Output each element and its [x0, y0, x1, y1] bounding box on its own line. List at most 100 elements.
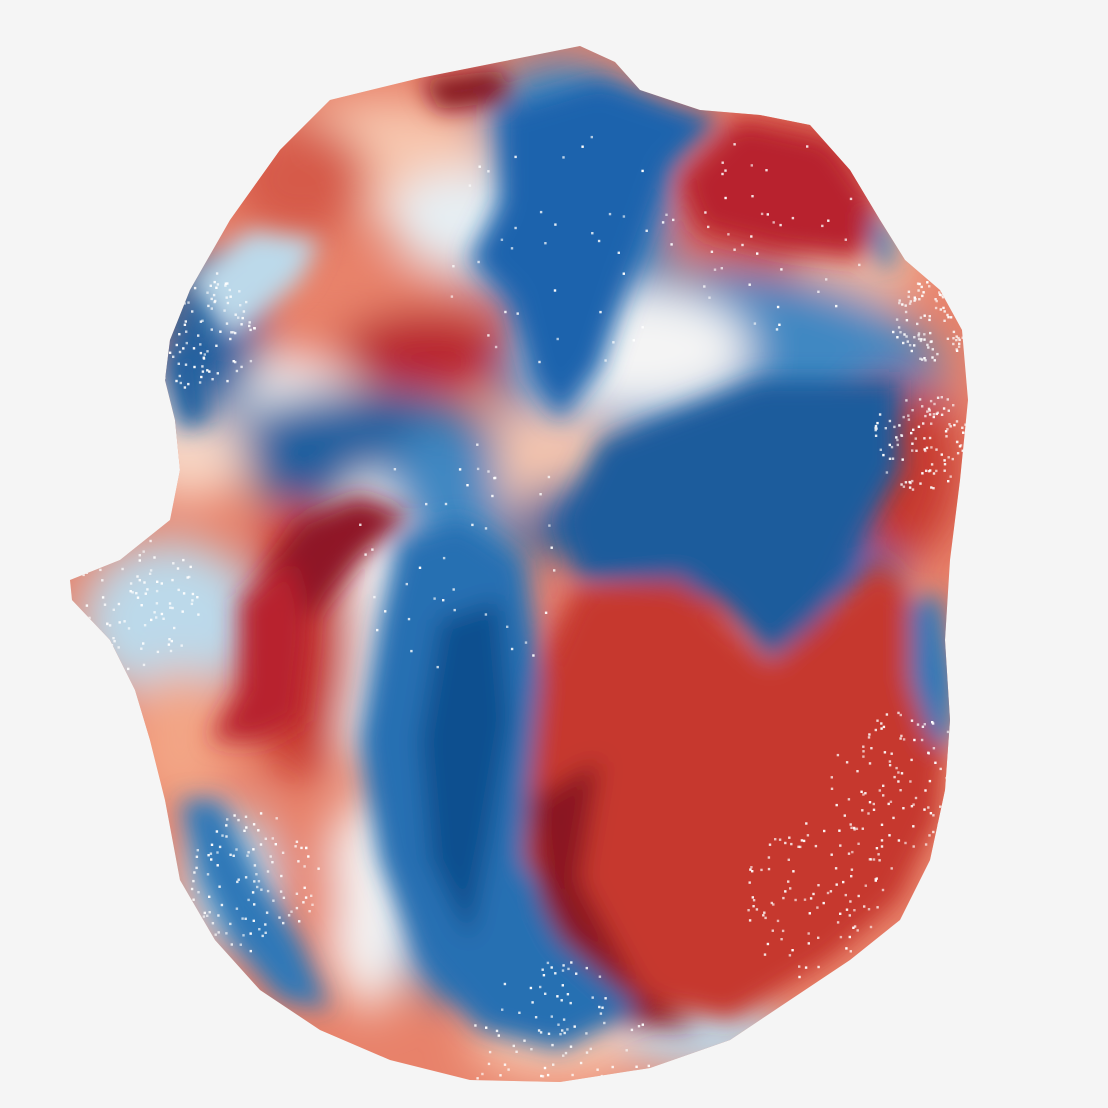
speckle-dot: [943, 463, 947, 466]
speckle-dot: [899, 789, 902, 792]
speckle-dot: [952, 342, 955, 346]
speckle-dot: [713, 268, 717, 271]
speckle-dot: [206, 350, 209, 353]
speckle-dot: [481, 1072, 484, 1076]
speckle-dot: [920, 358, 924, 361]
speckle-dot: [928, 834, 931, 837]
speckle-dot: [225, 824, 228, 827]
speckle-dot: [752, 905, 755, 908]
speckle-dot: [202, 915, 206, 918]
speckle-dot: [302, 901, 305, 904]
speckle-dot: [72, 574, 76, 577]
speckle-dot: [209, 284, 212, 287]
speckle-dot: [885, 471, 889, 474]
speckle-dot: [178, 374, 181, 378]
speckle-dot: [941, 296, 945, 299]
speckle-dot: [882, 725, 886, 729]
speckle-dot: [72, 626, 75, 630]
speckle-dot: [185, 330, 188, 333]
speckle-dot: [553, 289, 557, 292]
speckle-dot: [162, 297, 165, 300]
speckle-dot: [564, 1051, 568, 1055]
speckle-dot: [101, 635, 104, 638]
speckle-dot: [175, 379, 178, 383]
speckle-dot: [129, 582, 133, 585]
speckle-dot: [532, 654, 535, 657]
speckle-dot: [839, 912, 842, 915]
speckle-dot: [516, 312, 519, 315]
speckle-dot: [961, 449, 964, 452]
speckle-dot: [135, 592, 138, 595]
speckle-dot: [535, 1093, 537, 1095]
speckle-dot: [308, 910, 311, 913]
speckle-dot: [932, 487, 935, 490]
speckle-dot: [628, 1092, 630, 1094]
speckle-dot: [208, 911, 211, 914]
speckle-dot: [847, 798, 851, 801]
speckle-dot: [935, 469, 938, 473]
speckle-dot: [953, 423, 956, 427]
speckle-dot: [271, 861, 274, 864]
speckle-dot: [359, 523, 362, 526]
speckle-dot: [869, 858, 873, 861]
speckle-dot: [99, 568, 102, 572]
speckle-dot: [553, 569, 556, 572]
speckle-dot: [567, 1096, 569, 1098]
speckle-dot: [778, 323, 781, 326]
speckle-dot: [264, 837, 267, 840]
speckle-dot: [303, 865, 306, 868]
speckle-dot: [598, 975, 602, 978]
speckle-dot: [485, 1026, 488, 1029]
speckle-dot: [933, 359, 936, 362]
speckle-dot: [936, 352, 939, 356]
speckle-dot: [958, 316, 961, 319]
speckle-dot: [239, 304, 242, 307]
speckle-dot: [930, 446, 933, 449]
speckle-dot: [875, 877, 878, 880]
speckle-dot: [171, 578, 174, 582]
speckle-dot: [156, 580, 159, 583]
speckle-dot: [763, 911, 766, 914]
speckle-dot: [806, 145, 809, 148]
speckle-dot: [817, 290, 820, 293]
speckle-dot: [184, 320, 187, 323]
speckle-dot: [504, 310, 507, 314]
speckle-dot: [862, 750, 865, 753]
speckle-dot: [193, 871, 196, 874]
speckle-dot: [882, 794, 885, 797]
speckle-dot: [547, 475, 551, 479]
speckle-dot: [123, 620, 126, 623]
speckle-dot: [904, 304, 907, 307]
speckle-dot: [226, 818, 229, 821]
speckle-dot: [804, 966, 808, 969]
speckle-dot: [876, 906, 879, 909]
speckle-dot: [240, 323, 243, 326]
speckle-dot: [921, 405, 924, 408]
speckle-dot: [839, 935, 843, 939]
speckle-dot: [848, 935, 851, 939]
speckle-dot: [282, 896, 286, 899]
speckle-dot: [923, 723, 926, 726]
speckle-dot: [923, 808, 926, 811]
speckle-dot: [945, 435, 948, 438]
speckle-dot: [203, 911, 206, 915]
speckle-dot: [945, 816, 948, 820]
speckle-dot: [947, 825, 950, 828]
speckle-dot: [857, 842, 860, 845]
speckle-dot: [200, 375, 203, 379]
speckle-dot: [791, 949, 794, 952]
speckle-dot: [487, 170, 490, 173]
speckle-dot: [253, 903, 256, 906]
speckle-dot: [373, 595, 376, 599]
speckle-dot: [310, 894, 313, 897]
speckle-dot: [918, 298, 921, 301]
speckle-dot: [929, 340, 932, 344]
speckle-dot: [920, 285, 923, 289]
speckle-dot: [611, 1065, 614, 1069]
speckle-dot: [476, 1077, 479, 1080]
speckle-dot: [172, 562, 175, 565]
speckle-dot: [132, 534, 136, 538]
speckle-dot: [880, 839, 884, 842]
speckle-dot: [900, 483, 903, 486]
speckle-dot: [192, 347, 196, 350]
